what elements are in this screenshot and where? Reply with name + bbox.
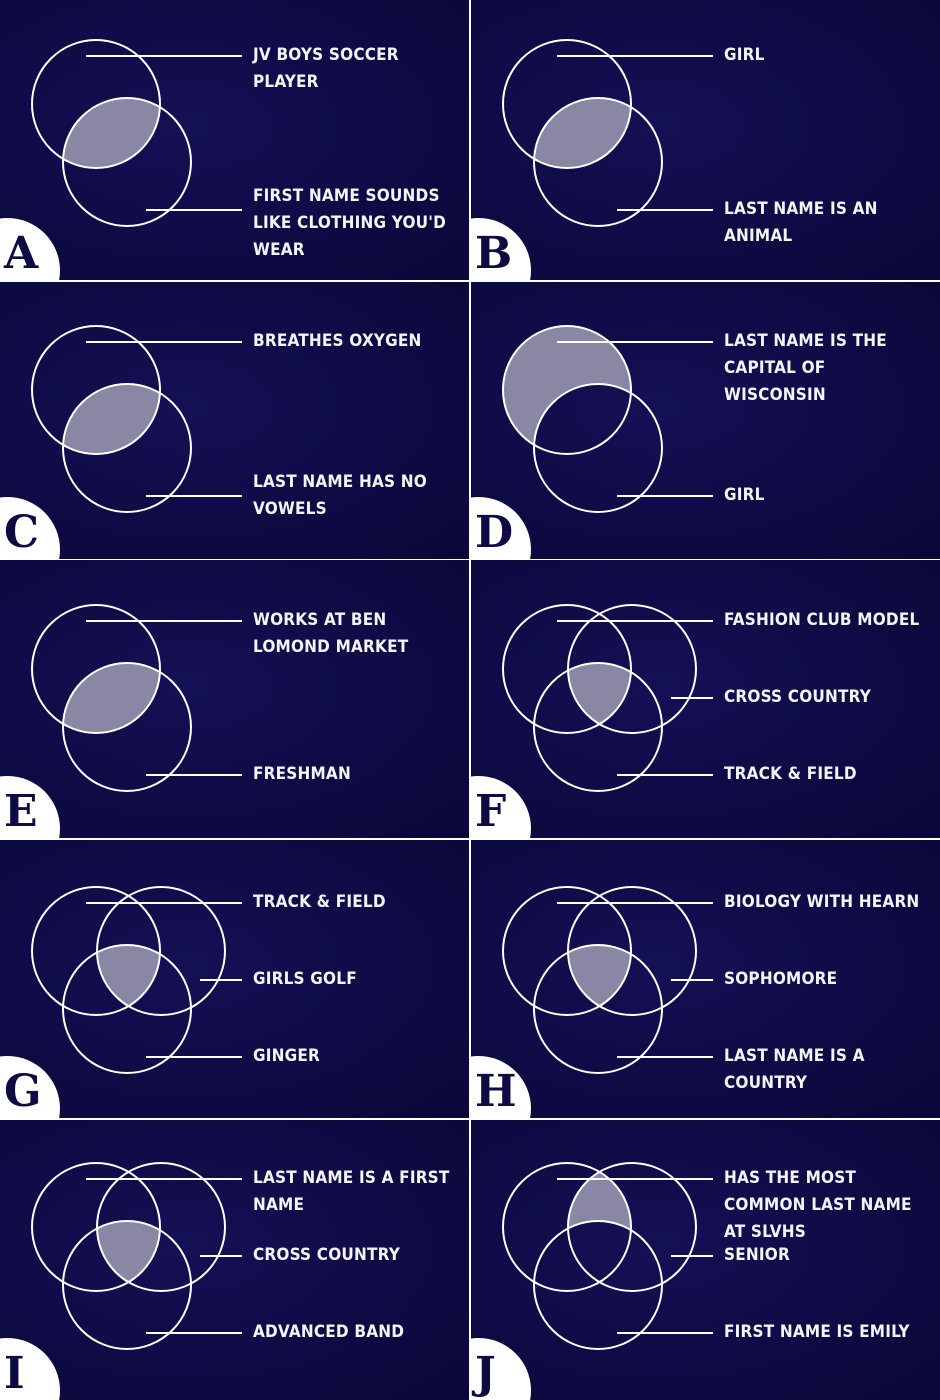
set-label-2: FIRST NAME SOUNDS LIKE CLOTHING YOU'D WE… bbox=[253, 186, 447, 260]
panel-letter: B bbox=[475, 228, 513, 279]
venn-circle-1 bbox=[502, 1162, 632, 1292]
venn-diagram bbox=[31, 325, 242, 513]
set-label-2: FRESHMAN bbox=[253, 764, 351, 784]
venn-diagram bbox=[31, 886, 242, 1074]
set-label-1: TRACK & FIELD bbox=[253, 892, 386, 912]
venn-circle-2 bbox=[567, 604, 697, 734]
set-label-2: LAST NAME IS AN ANIMAL bbox=[724, 199, 878, 246]
set-label-2: GIRLS GOLF bbox=[253, 969, 357, 989]
venn-panel-e: WORKS AT BEN LOMOND MARKET FRESHMAN E bbox=[0, 560, 469, 838]
venn-panel-j: HAS THE MOST COMMON LAST NAME AT SLVHS SE… bbox=[471, 1120, 940, 1400]
venn-circle-3 bbox=[62, 1220, 192, 1350]
venn-circle-1 bbox=[502, 325, 632, 455]
venn-panel-h: BIOLOGY WITH HEARN SOPHOMORE LAST NAME IS … bbox=[471, 840, 940, 1118]
venn-circle-2 bbox=[62, 383, 192, 513]
panel-letter: I bbox=[4, 1348, 25, 1399]
venn-circle-2 bbox=[533, 383, 663, 513]
venn-circle-1 bbox=[31, 886, 161, 1016]
panel-letter: G bbox=[4, 1066, 42, 1117]
venn-diagram bbox=[502, 886, 713, 1074]
venn-panel-b: GIRL LAST NAME IS AN ANIMAL B bbox=[471, 0, 940, 280]
set-label-2: GIRL bbox=[724, 485, 765, 505]
venn-panel-f: FASHION CLUB MODEL CROSS COUNTRY TRACK & F… bbox=[471, 560, 940, 838]
panel-letter: F bbox=[475, 786, 507, 837]
venn-panel-i: LAST NAME IS A FIRST NAME CROSS COUNTRY AD… bbox=[0, 1120, 469, 1400]
venn-panel-g: TRACK & FIELD GIRLS GOLF GINGER G bbox=[0, 840, 469, 1118]
venn-panel-a: JV BOYS SOCCER PLAYER FIRST NAME SOUNDS L… bbox=[0, 0, 469, 280]
set-label-1: WORKS AT BEN LOMOND MARKET bbox=[253, 610, 409, 657]
set-label-1: LAST NAME IS A FIRST NAME bbox=[253, 1168, 450, 1215]
venn-circle-3 bbox=[533, 1220, 663, 1350]
set-label-3: GINGER bbox=[253, 1046, 321, 1066]
panel-letter: A bbox=[4, 228, 39, 279]
set-label-1: GIRL bbox=[724, 45, 765, 65]
venn-circle-3 bbox=[533, 662, 663, 792]
panel-letter: D bbox=[475, 507, 514, 558]
venn-circle-2 bbox=[62, 97, 192, 227]
set-label-2: CROSS COUNTRY bbox=[724, 687, 871, 707]
venn-diagram bbox=[31, 39, 242, 227]
venn-circle-1 bbox=[31, 325, 161, 455]
venn-circle-1 bbox=[31, 604, 161, 734]
venn-diagram bbox=[502, 39, 713, 227]
panel-letter: E bbox=[4, 786, 38, 837]
venn-diagram bbox=[31, 604, 242, 792]
panel-letter: J bbox=[475, 1348, 496, 1399]
venn-circle-1 bbox=[31, 1162, 161, 1292]
venn-circle-1 bbox=[502, 886, 632, 1016]
venn-circle-3 bbox=[533, 944, 663, 1074]
set-label-2: SENIOR bbox=[724, 1245, 790, 1265]
venn-panel-c: BREATHES OXYGEN LAST NAME HAS NO VOWELS C bbox=[0, 282, 469, 559]
venn-circle-2 bbox=[96, 886, 226, 1016]
venn-panel-d: LAST NAME IS THE CAPITAL OF WISCONSIN GIR… bbox=[471, 282, 940, 559]
set-label-1: JV BOYS SOCCER PLAYER bbox=[253, 45, 399, 92]
set-label-1: BIOLOGY WITH HEARN bbox=[724, 892, 920, 912]
shaded-region bbox=[568, 1163, 631, 1291]
venn-circle-2 bbox=[567, 886, 697, 1016]
venn-circle-1 bbox=[502, 39, 632, 169]
set-label-1: HAS THE MOST COMMON LAST NAME AT SLVHS bbox=[724, 1168, 912, 1242]
set-label-3: FIRST NAME IS EMILY bbox=[724, 1322, 910, 1342]
set-label-1: FASHION CLUB MODEL bbox=[724, 610, 920, 630]
venn-diagram bbox=[502, 1162, 713, 1350]
venn-circle-1 bbox=[31, 39, 161, 169]
venn-circle-2 bbox=[96, 1162, 226, 1292]
venn-circle-2 bbox=[567, 1162, 697, 1292]
venn-circle-3 bbox=[62, 944, 192, 1074]
set-label-2: SOPHOMORE bbox=[724, 969, 838, 989]
set-label-3: TRACK & FIELD bbox=[724, 764, 857, 784]
set-label-3: ADVANCED BAND bbox=[253, 1322, 405, 1342]
panel-letter: H bbox=[475, 1066, 517, 1117]
panel-letter: C bbox=[4, 507, 40, 558]
venn-circle-2 bbox=[62, 662, 192, 792]
venn-circle-2 bbox=[533, 97, 663, 227]
shaded-region bbox=[503, 326, 631, 454]
set-label-2: LAST NAME HAS NO VOWELS bbox=[253, 472, 427, 519]
venn-circle-1 bbox=[502, 604, 632, 734]
set-label-2: CROSS COUNTRY bbox=[253, 1245, 400, 1265]
set-label-3: LAST NAME IS A COUNTRY bbox=[724, 1046, 865, 1093]
venn-diagram bbox=[502, 325, 713, 513]
set-label-1: LAST NAME IS THE CAPITAL OF WISCONSIN bbox=[724, 331, 887, 405]
venn-diagram bbox=[502, 604, 713, 792]
venn-diagram bbox=[31, 1162, 242, 1350]
set-label-1: BREATHES OXYGEN bbox=[253, 331, 422, 351]
